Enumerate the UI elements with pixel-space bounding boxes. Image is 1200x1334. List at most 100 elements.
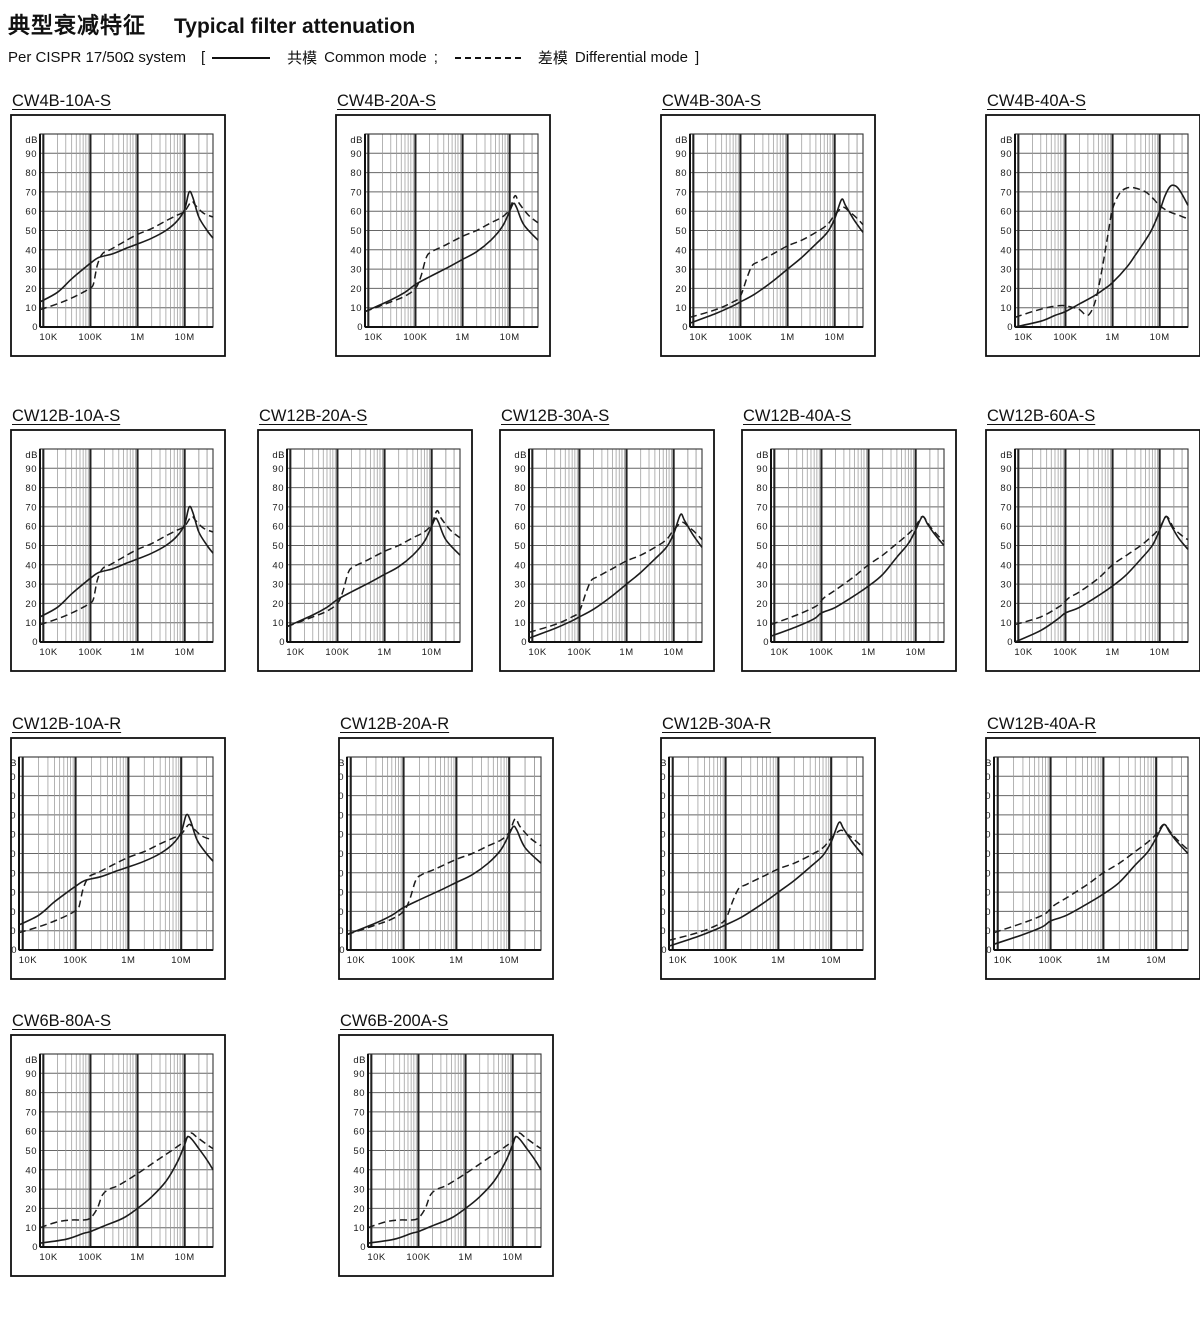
axis-tick-label: 40 bbox=[675, 245, 687, 256]
axis-tick-label: 70 bbox=[25, 1107, 37, 1118]
axis-tick-label: 100K bbox=[78, 647, 102, 658]
axis-tick-label: 0 bbox=[32, 1242, 38, 1253]
axis-tick-label: 10K bbox=[528, 647, 547, 658]
axis-tick-label: 70 bbox=[25, 502, 37, 513]
axis-tick-label: 100K bbox=[713, 955, 737, 966]
axis-tick-label: 50 bbox=[985, 849, 991, 860]
common-mode-curve bbox=[39, 505, 214, 618]
attenuation-plot: 90 80 70 60 50 40 30 20 10 0 dB 10K 100K 1M 10M bbox=[10, 737, 226, 980]
axis-tick-label: 50 bbox=[350, 226, 362, 237]
axis-tick-label: dB bbox=[272, 450, 285, 461]
axis-tick-label: dB bbox=[10, 758, 17, 769]
axis-tick-label: 40 bbox=[338, 868, 344, 879]
axis-tick-label: 80 bbox=[25, 1088, 37, 1099]
differential-mode-curve bbox=[1014, 186, 1189, 319]
differential-mode-curve bbox=[346, 817, 542, 936]
attenuation-plot: 90 80 70 60 50 40 30 20 10 0 dB 10K 100K 1M 10M bbox=[10, 114, 226, 357]
page-header: 典型衰减特征 Typical filter attenuation Per CI… bbox=[8, 8, 699, 68]
axis-tick-label: 70 bbox=[272, 502, 284, 513]
axis-tick-label: 10M bbox=[821, 955, 841, 966]
axis-tick-label: 100K bbox=[391, 955, 415, 966]
attenuation-plot: 90 80 70 60 50 40 30 20 10 0 dB 10K 100K 1M 10M bbox=[10, 429, 226, 672]
axis-tick-label: 90 bbox=[660, 772, 666, 783]
chart-title: CW4B-20A-S bbox=[337, 92, 437, 110]
axis-tick-label: 50 bbox=[272, 541, 284, 552]
axis-tick-label: dB bbox=[514, 450, 527, 461]
axis-tick-label: 10M bbox=[1150, 647, 1170, 658]
axis-tick-label: 80 bbox=[660, 791, 666, 802]
axis-tick-label: 50 bbox=[514, 541, 526, 552]
axis-tick-label: 10M bbox=[1146, 955, 1166, 966]
axis-tick-label: dB bbox=[25, 1055, 38, 1066]
axis-tick-label: 1M bbox=[619, 647, 633, 658]
axis-tick-label: 70 bbox=[985, 810, 991, 821]
attenuation-plot: 90 80 70 60 50 40 30 20 10 0 dB 10K 100K 1M 10M bbox=[741, 429, 957, 672]
axis-tick-label: 70 bbox=[675, 187, 687, 198]
common-mode-curve bbox=[367, 1135, 542, 1244]
attenuation-plot: 90 80 70 60 50 40 30 20 10 0 dB 10K 100K 1M 10M bbox=[985, 429, 1200, 672]
axis-tick-label: 0 bbox=[682, 322, 688, 333]
axis-tick-label: 10K bbox=[367, 1252, 386, 1263]
axis-tick-label: 10 bbox=[675, 303, 687, 314]
differential-mode-curve bbox=[286, 509, 461, 628]
axis-tick-label: 60 bbox=[756, 522, 768, 533]
axis-tick-label: 10K bbox=[994, 955, 1013, 966]
axis-tick-label: 0 bbox=[661, 945, 667, 956]
differential-mode-curve bbox=[993, 823, 1189, 934]
axis-tick-label: dB bbox=[25, 450, 38, 461]
differential-mode-curve bbox=[18, 823, 214, 934]
axis-tick-label: 60 bbox=[1000, 207, 1012, 218]
common-mode-curve bbox=[364, 202, 539, 313]
chart-title: CW6B-200A-S bbox=[340, 1012, 449, 1030]
axis-tick-label: dB bbox=[350, 135, 363, 146]
chart-card-cw12b-20a-s: CW12B-20A-S 90 80 70 60 50 40 30 20 10 0 dB 10K 100K 1… bbox=[257, 407, 473, 672]
axis-tick-label: 60 bbox=[272, 522, 284, 533]
chart-card-cw4b-10a-s: CW4B-10A-S 90 80 70 60 50 40 30 20 10 0 dB 10K 100K 1M… bbox=[10, 92, 226, 357]
axis-tick-label: dB bbox=[756, 450, 769, 461]
chart-title: CW12B-60A-S bbox=[987, 407, 1096, 425]
axis-tick-label: 20 bbox=[985, 907, 991, 918]
axis-tick-label: dB bbox=[985, 758, 992, 769]
axis-tick-label: 100K bbox=[728, 332, 752, 343]
chart-card-cw12b-40a-s: CW12B-40A-S 90 80 70 60 50 40 30 20 10 0 dB 10K 100K 1… bbox=[741, 407, 957, 672]
axis-tick-label: 1M bbox=[455, 332, 469, 343]
axis-tick-label: 10M bbox=[499, 955, 519, 966]
axis-tick-label: 0 bbox=[279, 637, 285, 648]
axis-tick-label: 90 bbox=[25, 1069, 37, 1080]
axis-tick-label: 80 bbox=[985, 791, 991, 802]
axis-tick-label: 100K bbox=[403, 332, 427, 343]
axis-tick-label: 1M bbox=[771, 955, 785, 966]
axis-tick-label: 60 bbox=[353, 1127, 365, 1138]
common-mode-curve bbox=[1014, 515, 1189, 643]
axis-tick-label: 60 bbox=[985, 830, 991, 841]
legend-common-zh: 共模 bbox=[287, 50, 318, 67]
axis-tick-label: 80 bbox=[350, 168, 362, 179]
axis-tick-label: 40 bbox=[514, 560, 526, 571]
axis-tick-label: 60 bbox=[25, 1127, 37, 1138]
axis-tick-label: 50 bbox=[1000, 226, 1012, 237]
axis-tick-label: 50 bbox=[25, 541, 37, 552]
axis-tick-label: 20 bbox=[353, 1204, 365, 1215]
axis-tick-label: 1M bbox=[130, 1252, 144, 1263]
axis-tick-label: 30 bbox=[1000, 265, 1012, 276]
axis-tick-label: 10K bbox=[39, 647, 58, 658]
axis-tick-label: 60 bbox=[10, 830, 16, 841]
common-mode-curve bbox=[528, 513, 703, 639]
common-mode-curve bbox=[346, 825, 542, 936]
chart-card-cw6b-200a-s: CW6B-200A-S 90 80 70 60 50 40 30 20 10 0 dB 10K 100K 1… bbox=[338, 1012, 554, 1277]
axis-tick-label: 60 bbox=[660, 830, 666, 841]
axis-tick-label: 80 bbox=[25, 483, 37, 494]
axis-tick-label: 40 bbox=[350, 245, 362, 256]
axis-tick-label: 10 bbox=[1000, 303, 1012, 314]
differential-mode-curve bbox=[364, 194, 539, 313]
axis-tick-label: 50 bbox=[756, 541, 768, 552]
axis-tick-label: 100K bbox=[1053, 647, 1077, 658]
axis-tick-label: 20 bbox=[25, 284, 37, 295]
axis-tick-label: 70 bbox=[350, 187, 362, 198]
chart-card-cw12b-20a-r: CW12B-20A-R 90 80 70 60 50 40 30 20 10 0 dB 10K 100K 1… bbox=[338, 715, 554, 980]
axis-tick-label: 10K bbox=[669, 955, 688, 966]
axis-tick-label: 10 bbox=[1000, 618, 1012, 629]
axis-tick-label: 100K bbox=[406, 1252, 430, 1263]
legend-diff-en: Differential mode bbox=[574, 49, 688, 66]
attenuation-plot: 90 80 70 60 50 40 30 20 10 0 dB 10K 100K 1M 10M bbox=[10, 1034, 226, 1277]
